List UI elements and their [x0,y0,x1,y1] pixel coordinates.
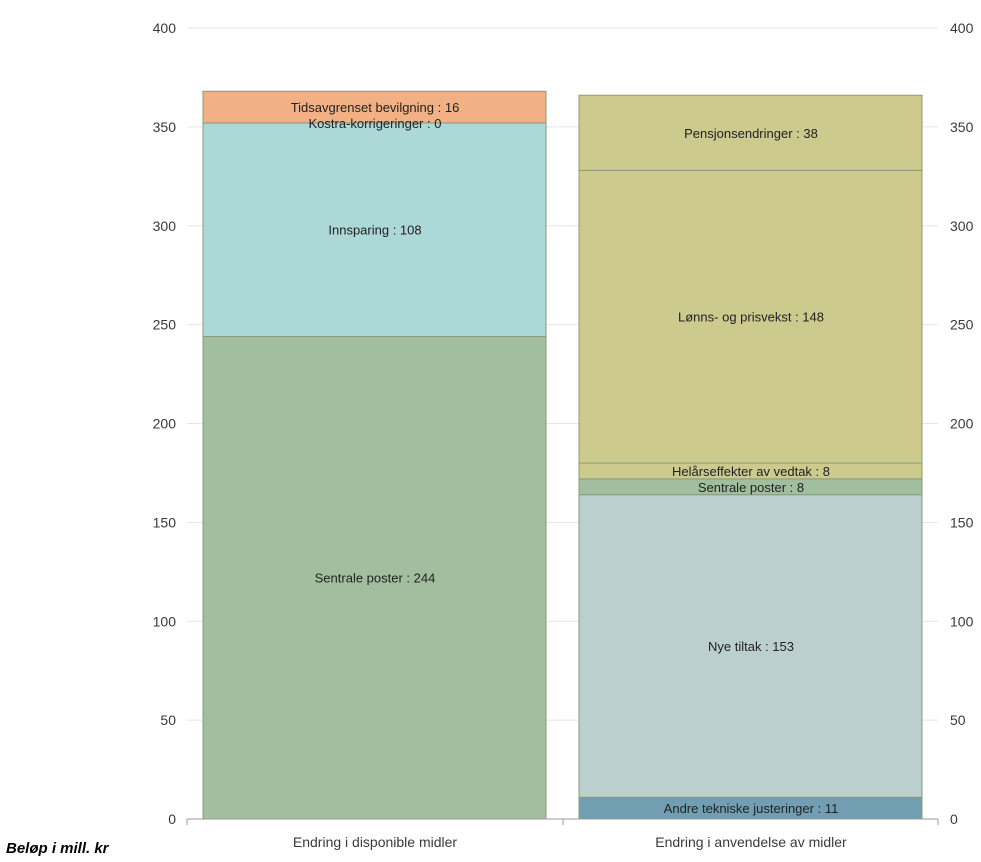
data-label: Sentrale poster : 244 [315,571,436,586]
data-label: Lønns- og prisvekst : 148 [678,310,824,325]
y-tick-label-right: 400 [950,20,974,36]
data-label: Innsparing : 108 [328,223,421,238]
y-tick-label-right: 200 [950,416,974,432]
data-label: Nye tiltak : 153 [708,639,794,654]
bar-segment [578,94,923,171]
y-tick-label-left: 300 [153,218,177,234]
data-label: Pensjonsendringer : 38 [684,126,818,141]
x-category-label: Endring i disponible midler [293,834,458,850]
bar-segment [578,494,923,798]
y-tick-label-left: 0 [168,811,176,827]
y-tick-label-right: 0 [950,811,958,827]
axes: 0 0 50 50 100 100 150 150 200 200 250 250 300 300 350 3… [153,20,974,850]
y-tick-label-right: 50 [950,712,966,728]
bar-segment [202,90,547,124]
bar-segment [202,335,547,820]
y-tick-label-left: 150 [153,514,177,530]
y-tick-label-right: 100 [950,613,974,629]
y-tick-label-right: 350 [950,119,974,135]
y-tick-label-left: 250 [153,317,177,333]
y-tick-label-right: 250 [950,317,974,333]
unit-footnote: Beløp i mill. kr [6,840,109,857]
bar-segment [202,122,547,337]
bars: Sentrale poster : 244 Innsparing : 108 Kos… [202,90,923,820]
y-tick-label-left: 50 [160,712,176,728]
data-label: Kostra-korrigeringer : 0 [309,116,442,131]
data-label: Tidsavgrenset bevilgning : 16 [291,100,460,115]
y-tick-label-left: 100 [153,613,177,629]
data-label: Sentrale poster : 8 [698,480,804,495]
y-tick-label-right: 150 [950,514,974,530]
x-category-label: Endring i anvendelse av midler [655,834,847,850]
y-tick-label-left: 400 [153,20,177,36]
y-tick-label-right: 300 [950,218,974,234]
bar-segment [578,169,923,464]
data-label: Helårseffekter av vedtak : 8 [672,464,830,479]
y-tick-label-left: 200 [153,416,177,432]
y-tick-label-left: 350 [153,119,177,135]
data-label: Andre tekniske justeringer : 11 [664,801,839,816]
